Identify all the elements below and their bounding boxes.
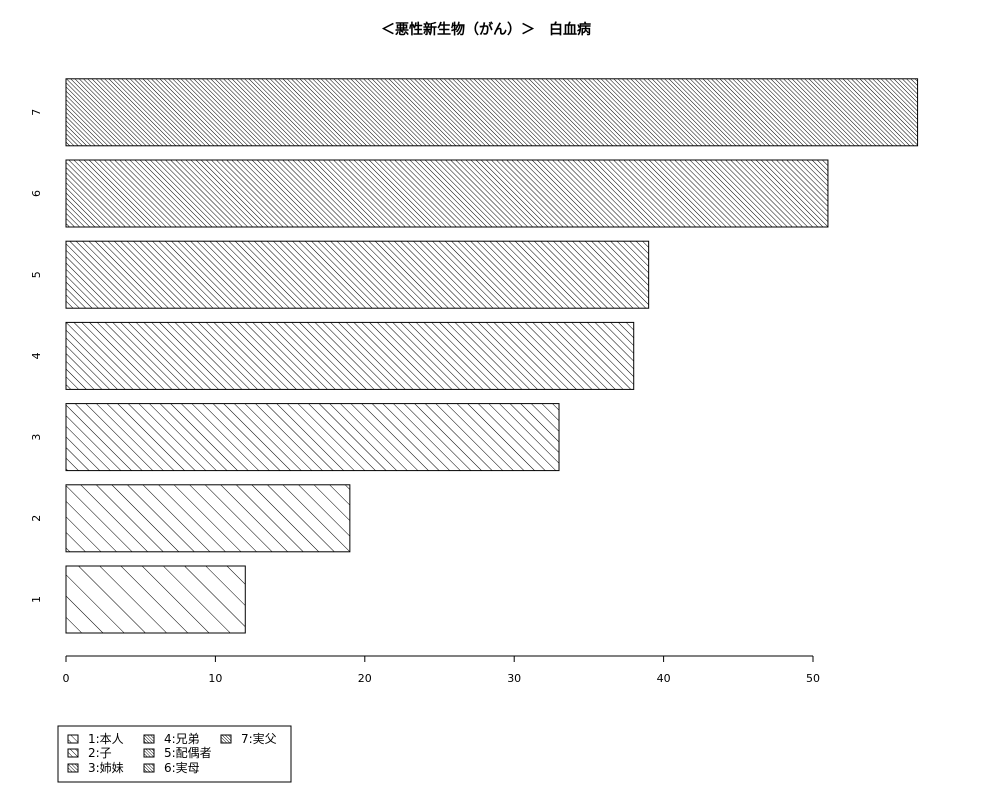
legend-label-5: 5:配偶者 bbox=[164, 746, 212, 760]
legend-swatch-4 bbox=[143, 734, 155, 744]
y-tick-label-6: 6 bbox=[30, 190, 43, 197]
legend-label-7: 7:実父 bbox=[241, 731, 277, 746]
x-tick-label-0: 0 bbox=[63, 672, 70, 685]
y-tick-label-2: 2 bbox=[30, 515, 43, 522]
bar-1 bbox=[65, 565, 246, 634]
y-tick-label-1: 1 bbox=[30, 596, 43, 603]
y-axis-labels: 1 2 3 4 5 6 7 bbox=[30, 109, 43, 603]
y-tick-label-5: 5 bbox=[30, 271, 43, 278]
bars bbox=[65, 78, 919, 634]
legend-swatch-7 bbox=[220, 734, 232, 744]
legend-label-4: 4:兄弟 bbox=[164, 732, 200, 746]
x-tick-label-40: 40 bbox=[657, 672, 671, 685]
legend-swatch-2 bbox=[67, 748, 79, 758]
legend-swatch-1 bbox=[67, 734, 79, 744]
legend-swatch-6 bbox=[143, 763, 155, 773]
y-tick-label-4: 4 bbox=[30, 352, 43, 359]
bar-5 bbox=[65, 240, 650, 309]
legend-box bbox=[57, 725, 292, 783]
bar-2 bbox=[65, 484, 351, 553]
bar-7 bbox=[65, 78, 919, 147]
y-tick-label-7: 7 bbox=[30, 109, 43, 116]
y-tick-label-3: 3 bbox=[30, 434, 43, 441]
legend-swatch-3 bbox=[67, 763, 79, 773]
legend-label-1: 1:本人 bbox=[88, 732, 124, 746]
x-tick-label-20: 20 bbox=[358, 672, 372, 685]
legend-swatch-5 bbox=[143, 748, 155, 758]
bar-4 bbox=[65, 321, 635, 390]
x-tick-label-30: 30 bbox=[507, 672, 521, 685]
legend-label-6: 6:実母 bbox=[164, 760, 200, 775]
legend-label-2: 2:子 bbox=[88, 746, 112, 760]
x-axis: 0 10 20 30 40 50 bbox=[63, 655, 820, 685]
bar-6 bbox=[65, 159, 829, 228]
bar-3 bbox=[65, 403, 560, 472]
x-tick-label-50: 50 bbox=[806, 672, 820, 685]
chart-title: ＜悪性新生物（がん）＞ 白血病 bbox=[381, 21, 591, 38]
x-tick-label-10: 10 bbox=[208, 672, 222, 685]
legend-label-3: 3:姉妹 bbox=[88, 760, 124, 775]
